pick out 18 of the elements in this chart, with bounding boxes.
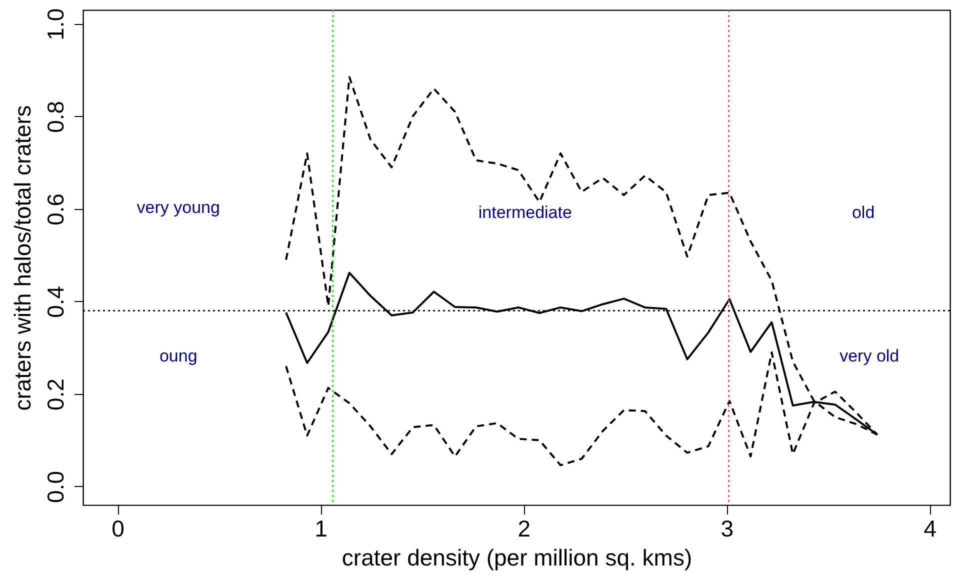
y-tick-label: 1.0 [42, 8, 68, 40]
x-axis-title: crater density (per million sq. kms) [342, 544, 692, 570]
annotation: intermediate [478, 202, 572, 222]
annotation: very young [136, 198, 220, 217]
y-tick-label: 0.2 [42, 378, 68, 410]
x-tick-label: 1 [314, 516, 328, 542]
y-tick-label: 0.4 [42, 286, 68, 318]
x-tick-label: 0 [112, 516, 124, 542]
x-tick-label: 4 [924, 516, 937, 542]
y-tick-label: 0.0 [42, 471, 68, 503]
y-tick-label: 0.8 [42, 100, 68, 133]
annotation: oung [159, 346, 198, 366]
annotation: very old [840, 346, 900, 366]
x-tick-label: 2 [518, 516, 531, 542]
x-tick-label: 3 [720, 516, 734, 542]
y-tick-label: 0.6 [42, 193, 68, 226]
y-axis-title: craters with halos/total craters [10, 105, 36, 411]
annotation: old [852, 202, 875, 222]
